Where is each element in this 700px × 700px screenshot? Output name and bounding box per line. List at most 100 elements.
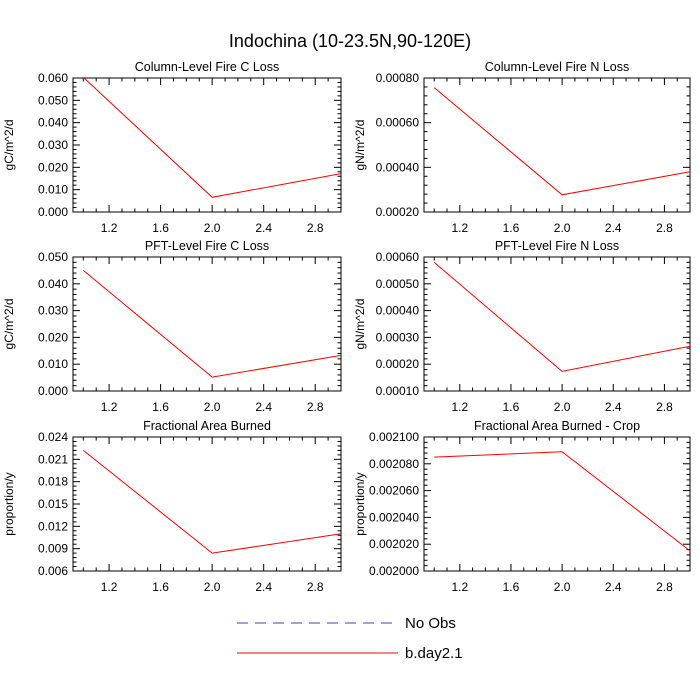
x-tick-label: 1.6 [503, 400, 520, 414]
legend-label-1: No Obs [405, 615, 456, 632]
y-tick-label: 0.021 [38, 452, 68, 466]
y-tick-label: 0.012 [38, 519, 68, 533]
series-line-b.day2.1 [433, 262, 690, 372]
y-tick-label: 0.010 [38, 357, 68, 371]
x-tick-label: 1.2 [101, 221, 118, 235]
x-tick-label: 1.6 [152, 580, 169, 594]
x-tick-label: 2.8 [307, 221, 324, 235]
plot-frame [423, 256, 691, 392]
x-tick-label: 2.4 [605, 221, 622, 235]
y-tick-label: 0.009 [38, 542, 68, 556]
y-axis-label: proportion/y [2, 472, 16, 535]
x-tick-label: 2.4 [605, 400, 622, 414]
y-tick-label: 0.020 [38, 160, 68, 174]
y-axis-label: gC/m^2/d [2, 299, 16, 350]
y-tick-label: 0.024 [38, 430, 68, 444]
panel-5: Fractional Area Burned proportion/y 0.006 0… [2, 419, 342, 594]
y-tick-label: 0.00060 [376, 250, 420, 264]
y-tick-label: 0.000 [38, 205, 68, 219]
y-tick-label: 0.00060 [376, 116, 420, 130]
x-tick-label: 2.0 [554, 580, 571, 594]
x-tick-label: 2.4 [255, 221, 272, 235]
x-tick-label: 1.6 [503, 580, 520, 594]
y-tick-label: 0.002020 [369, 537, 419, 551]
legend-label-2: b.day2.1 [405, 645, 463, 662]
y-tick-label: 0.00080 [376, 71, 420, 85]
y-tick-label: 0.030 [38, 138, 68, 152]
plot-frame [423, 77, 691, 213]
y-tick-label: 0.020 [38, 330, 68, 344]
y-axis-label: proportion/y [353, 472, 367, 535]
y-tick-label: 0.006 [38, 564, 68, 578]
series-line-b.day2.1 [82, 270, 341, 378]
y-tick-label: 0.040 [38, 277, 68, 291]
y-tick-label: 0.018 [38, 475, 68, 489]
y-axis-label: gC/m^2/d [2, 120, 16, 171]
panel-3: PFT-Level Fire C Loss gC/m^2/d 0.000 0.010 0… [2, 239, 342, 414]
y-tick-label: 0.002000 [369, 564, 419, 578]
panel-4: PFT-Level Fire N Loss gN/m^2/d 0.00010 0.00… [353, 239, 691, 414]
x-tick-label: 2.0 [554, 400, 571, 414]
x-tick-label: 2.0 [204, 400, 221, 414]
panel-title: Fractional Area Burned - Crop [474, 419, 640, 433]
x-tick-label: 2.4 [255, 400, 272, 414]
x-tick-label: 2.0 [554, 221, 571, 235]
x-tick-label: 1.2 [451, 580, 468, 594]
x-tick-label: 2.4 [255, 580, 272, 594]
x-tick-label: 1.2 [101, 580, 118, 594]
x-tick-label: 2.8 [307, 400, 324, 414]
x-tick-label: 1.2 [101, 400, 118, 414]
y-tick-label: 0.000 [38, 384, 68, 398]
y-tick-label: 0.060 [38, 71, 68, 85]
y-tick-label: 0.010 [38, 183, 68, 197]
y-tick-label: 0.050 [38, 93, 68, 107]
series-line-b.day2.1 [433, 87, 690, 196]
panel-title: PFT-Level Fire C Loss [145, 239, 269, 253]
x-tick-label: 1.2 [451, 400, 468, 414]
x-tick-label: 1.6 [152, 400, 169, 414]
y-tick-label: 0.00040 [376, 160, 420, 174]
panel-1: Column-Level Fire C Loss gC/m^2/d 0.000 0.0… [2, 60, 342, 235]
x-tick-label: 1.6 [503, 221, 520, 235]
plot-frame [72, 256, 342, 392]
y-tick-label: 0.030 [38, 304, 68, 318]
series-line-b.day2.1 [434, 451, 690, 552]
y-tick-label: 0.00050 [376, 277, 420, 291]
panel-6: Fractional Area Burned - Crop proportion/… [353, 419, 691, 594]
series-line-b.day2.1 [83, 78, 341, 198]
y-tick-label: 0.002060 [369, 484, 419, 498]
y-tick-label: 0.00040 [376, 304, 420, 318]
x-tick-label: 2.8 [656, 580, 673, 594]
panel-title: Fractional Area Burned [143, 419, 271, 433]
y-tick-label: 0.00010 [376, 384, 420, 398]
y-tick-label: 0.002080 [369, 457, 419, 471]
y-tick-label: 0.002040 [369, 510, 419, 524]
y-tick-label: 0.00020 [376, 357, 420, 371]
panel-title: PFT-Level Fire N Loss [495, 239, 619, 253]
y-tick-label: 0.040 [38, 116, 68, 130]
plot-frame [72, 436, 342, 572]
x-tick-label: 1.6 [152, 221, 169, 235]
x-tick-label: 2.8 [656, 221, 673, 235]
panels: Column-Level Fire C Loss gC/m^2/d 0.000 0.0… [2, 60, 691, 594]
x-tick-label: 2.4 [605, 580, 622, 594]
series-line-b.day2.1 [82, 450, 341, 554]
y-tick-label: 0.050 [38, 250, 68, 264]
y-axis-label: gN/m^2/d [353, 120, 367, 171]
x-tick-label: 1.2 [451, 221, 468, 235]
panel-title: Column-Level Fire N Loss [485, 60, 630, 74]
x-tick-label: 2.8 [307, 580, 324, 594]
y-tick-label: 0.002100 [369, 430, 419, 444]
y-tick-label: 0.00020 [376, 205, 420, 219]
y-tick-label: 0.00030 [376, 330, 420, 344]
x-tick-label: 2.8 [656, 400, 673, 414]
legend: No Obs b.day2.1 [237, 615, 463, 662]
y-axis-label: gN/m^2/d [353, 299, 367, 350]
plot-frame [423, 436, 691, 572]
x-tick-label: 2.0 [204, 580, 221, 594]
y-tick-label: 0.015 [38, 497, 68, 511]
panel-2: Column-Level Fire N Loss gN/m^2/d 0.00020 0… [353, 60, 691, 235]
figure-title: Indochina (10-23.5N,90-120E) [229, 31, 471, 51]
x-tick-label: 2.0 [204, 221, 221, 235]
